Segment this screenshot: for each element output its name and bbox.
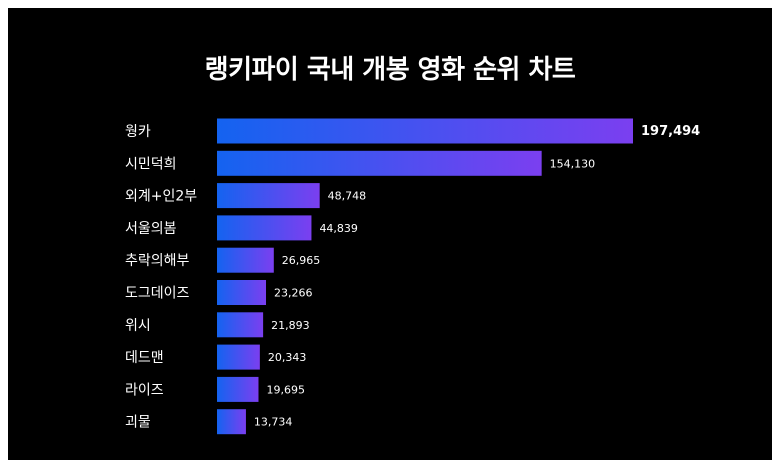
- category-label: 라이즈: [125, 382, 164, 398]
- category-label: 괴물: [125, 415, 151, 431]
- bars-layer: 웡카 197,494 시민덕희 154,130 외계+인2부 48,748 서울의봄 44,8…: [125, 118, 700, 435]
- value-label: 13,734: [254, 416, 293, 429]
- category-label: 위시: [125, 318, 151, 334]
- value-label: 19,695: [266, 383, 305, 396]
- category-label: 서울의봄: [125, 221, 177, 237]
- category-label: 외계+인2부: [125, 189, 197, 205]
- value-label: 154,130: [550, 157, 596, 170]
- value-label: 197,494: [641, 124, 700, 139]
- category-label: 추락의해부: [125, 253, 190, 269]
- bar: [217, 118, 633, 144]
- bar: [217, 312, 264, 338]
- bar: [217, 150, 542, 176]
- bar: [217, 183, 320, 209]
- chart-panel: [8, 8, 772, 460]
- category-label: 데드맨: [125, 350, 164, 366]
- value-label: 23,266: [274, 287, 313, 300]
- bar: [217, 409, 246, 435]
- value-label: 48,748: [328, 190, 367, 203]
- category-label: 시민덕희: [125, 156, 177, 172]
- bar: [217, 215, 312, 241]
- bar: [217, 280, 267, 305]
- bar: [217, 247, 274, 273]
- value-label: 20,343: [268, 351, 307, 364]
- value-label: 21,893: [271, 319, 310, 332]
- value-label: 44,839: [319, 222, 358, 235]
- value-label: 26,965: [282, 254, 321, 267]
- bar: [217, 344, 260, 370]
- category-label: 도그데이즈: [125, 286, 190, 302]
- chart-title: 랭키파이 국내 개봉 영화 순위 차트: [204, 55, 576, 85]
- category-label: 웡카: [125, 124, 151, 140]
- bar: [217, 376, 259, 402]
